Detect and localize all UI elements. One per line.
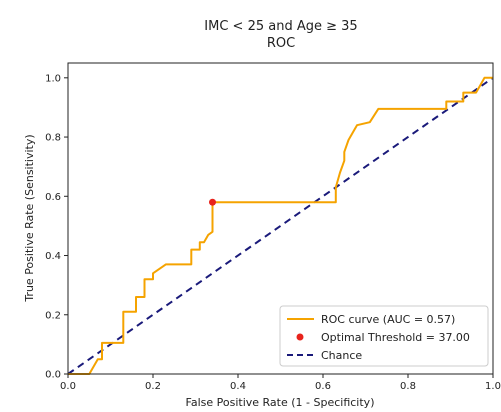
roc-curve-line (68, 76, 493, 375)
plot-area (67, 76, 494, 375)
x-tick-label: 0.6 (315, 381, 331, 392)
legend-roc-label: ROC curve (AUC = 0.57) (321, 313, 455, 326)
x-tick-label: 1.0 (485, 381, 501, 392)
x-tick-label: 0.4 (230, 381, 246, 392)
axes-frame (67, 62, 494, 375)
y-tick-label: 0.8 (45, 133, 61, 144)
legend-box (279, 305, 489, 367)
x-axis: 0.0 0.2 0.4 0.6 0.8 1.0 (60, 374, 501, 392)
y-tick-label: 0.4 (45, 251, 61, 262)
y-axis-label: True Positive Rate (Sensitivity) (23, 134, 36, 302)
chart-title: IMC < 25 and Age ≥ 35 (204, 19, 357, 34)
y-tick-label: 0.0 (45, 370, 61, 381)
x-tick-label: 0.8 (400, 381, 416, 392)
y-tick-label: 0.6 (45, 192, 61, 203)
y-tick-label: 0.2 (45, 310, 61, 321)
legend: ROC curve (AUC = 0.57) Optimal Threshold… (279, 305, 489, 367)
chart-subtitle: ROC (267, 36, 295, 51)
x-axis-label: False Positive Rate (1 - Specificity) (186, 396, 375, 409)
x-tick-label: 0.2 (145, 381, 161, 392)
legend-optimal-label: Optimal Threshold = 37.00 (321, 331, 470, 344)
y-tick-label: 1.0 (45, 73, 61, 84)
optimal-threshold-point (209, 198, 216, 206)
x-tick-label: 0.0 (60, 381, 76, 392)
legend-chance-label: Chance (321, 349, 362, 362)
chance-line (67, 76, 494, 375)
legend-optimal-swatch (296, 333, 304, 341)
y-axis: 0.0 0.2 0.4 0.6 0.8 1.0 (45, 73, 68, 381)
